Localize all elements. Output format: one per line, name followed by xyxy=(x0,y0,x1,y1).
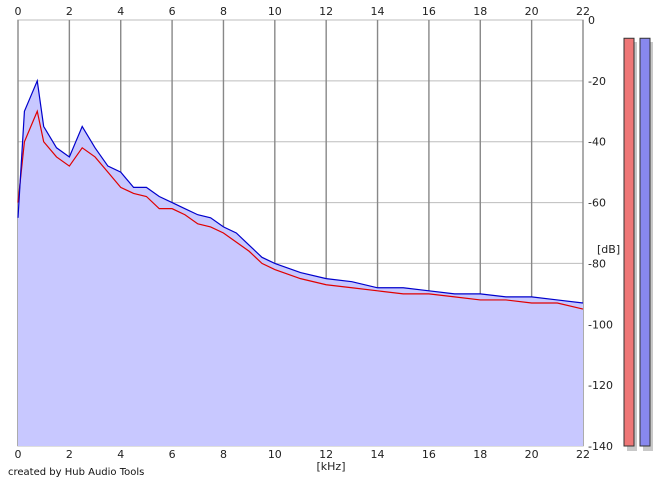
y-tick-label: -80 xyxy=(588,257,606,270)
x-tick-label-top: 8 xyxy=(220,5,227,18)
y-tick-label: -120 xyxy=(588,379,613,392)
x-tick-label-bottom: 0 xyxy=(15,448,22,461)
x-tick-label-bottom: 18 xyxy=(473,448,487,461)
x-tick-label-bottom: 4 xyxy=(117,448,124,461)
x-axis-label: [kHz] xyxy=(317,460,346,473)
x-tick-label-bottom: 12 xyxy=(319,448,333,461)
credit-text: created by Hub Audio Tools xyxy=(8,467,145,478)
x-tick-label-top: 6 xyxy=(169,5,176,18)
tick-labels: 0-20-40-60-80-100-120-140002244668810101… xyxy=(15,5,613,461)
x-tick-label-bottom: 14 xyxy=(371,448,385,461)
x-tick-label-top: 2 xyxy=(66,5,73,18)
level-meter-bar xyxy=(623,37,635,447)
x-tick-label-bottom: 8 xyxy=(220,448,227,461)
x-tick-label-bottom: 22 xyxy=(576,448,590,461)
series-line-2 xyxy=(17,78,584,304)
series-line-1 xyxy=(17,109,584,310)
y-tick-label: -40 xyxy=(588,136,606,149)
y-tick-label: -100 xyxy=(588,318,613,331)
x-tick-label-bottom: 20 xyxy=(525,448,539,461)
y-tick-label: -60 xyxy=(588,197,606,210)
x-tick-label-top: 18 xyxy=(473,5,487,18)
x-tick-label-top: 12 xyxy=(319,5,333,18)
series-lines xyxy=(17,78,584,310)
x-tick-label-top: 10 xyxy=(268,5,282,18)
x-tick-label-top: 16 xyxy=(422,5,436,18)
x-tick-label-bottom: 2 xyxy=(66,448,73,461)
x-tick-label-bottom: 10 xyxy=(268,448,282,461)
y-axis-label: [dB] xyxy=(597,243,620,256)
spectrum-fill-area xyxy=(18,80,583,446)
level-meter-bar xyxy=(639,37,651,447)
y-tick-label: -140 xyxy=(588,440,613,453)
x-tick-label-bottom: 6 xyxy=(169,448,176,461)
x-tick-label-top: 14 xyxy=(371,5,385,18)
y-tick-label: -20 xyxy=(588,75,606,88)
level-meters xyxy=(623,37,653,451)
x-tick-label-top: 4 xyxy=(117,5,124,18)
x-tick-label-top: 22 xyxy=(576,5,590,18)
x-tick-label-bottom: 16 xyxy=(422,448,436,461)
x-tick-label-top: 0 xyxy=(15,5,22,18)
x-tick-label-top: 20 xyxy=(525,5,539,18)
y-tick-label: 0 xyxy=(588,14,595,27)
